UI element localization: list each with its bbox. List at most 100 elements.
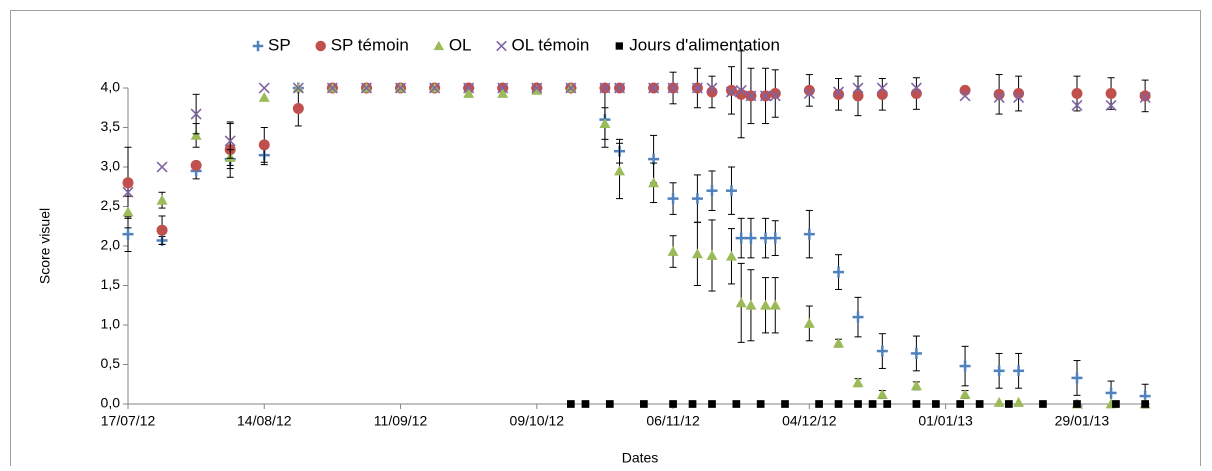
cross-marker <box>156 161 168 173</box>
marker-stroke <box>833 86 845 98</box>
triangle-marker <box>735 297 747 308</box>
marker-stroke <box>122 186 134 198</box>
cross-marker <box>1139 91 1151 103</box>
marker-shape <box>1073 400 1081 408</box>
marker-shape <box>833 88 845 100</box>
triangle-marker <box>497 88 509 98</box>
y-tick-label: 2,5 <box>101 197 121 213</box>
square-marker <box>1141 400 1149 408</box>
cross-marker <box>463 82 475 94</box>
circle-marker <box>1071 88 1083 100</box>
marker-shape <box>910 380 922 391</box>
legend-item: Jours d'alimentation <box>615 35 780 54</box>
cross-marker <box>258 82 270 94</box>
triangle-marker <box>760 299 772 310</box>
triangle-marker <box>433 40 445 51</box>
x-tick-label: 09/10/12 <box>510 413 565 429</box>
y-tick-label: 0,0 <box>101 395 121 411</box>
marker-shape <box>648 177 660 188</box>
square-marker <box>1039 400 1047 408</box>
marker-stroke <box>910 82 922 94</box>
marker-shape <box>531 84 543 95</box>
plus-marker <box>760 232 772 244</box>
cross-marker <box>1013 91 1025 103</box>
cross-marker <box>565 82 577 94</box>
marker-shape <box>732 400 741 408</box>
marker-stroke <box>691 82 703 94</box>
y-tick-label: 4,0 <box>101 79 121 95</box>
cross-marker <box>803 88 815 100</box>
marker-shape <box>691 248 703 259</box>
circle-marker <box>315 40 326 52</box>
triangle-marker <box>531 84 543 95</box>
triangle-marker <box>691 248 703 259</box>
marker-shape <box>769 88 781 100</box>
marker-stroke <box>876 82 888 94</box>
triangle-marker <box>910 380 922 391</box>
circle-marker <box>959 84 971 96</box>
plus-marker <box>691 193 703 205</box>
marker-stroke <box>360 82 372 94</box>
marker-shape <box>122 206 134 217</box>
legend-text: SP témoin <box>331 35 409 54</box>
marker-shape <box>725 250 737 261</box>
plus-marker <box>803 228 815 240</box>
marker-shape <box>667 246 679 256</box>
x-tick-label: 11/09/12 <box>374 413 428 429</box>
legend-text: Jours d'alimentation <box>629 35 780 54</box>
square-marker <box>975 400 984 408</box>
marker-shape <box>1105 88 1117 100</box>
marker-stroke <box>326 82 338 94</box>
plus-marker <box>959 360 971 372</box>
square-marker <box>567 400 575 408</box>
marker-shape <box>912 400 921 408</box>
x-tick-label: 06/11/12 <box>646 413 700 429</box>
circle-marker <box>292 103 304 115</box>
triangle-marker <box>959 389 971 399</box>
square-marker <box>854 400 862 408</box>
marker-shape <box>292 103 304 115</box>
marker-shape <box>1039 400 1047 408</box>
marker-stroke <box>993 91 1005 103</box>
marker-shape <box>756 400 765 408</box>
square-marker <box>912 400 921 408</box>
marker-shape <box>640 400 648 408</box>
marker-shape <box>1013 396 1025 407</box>
square-marker <box>615 42 623 50</box>
marker-stroke <box>1139 91 1151 103</box>
legend-item: SP <box>252 35 291 54</box>
cross-marker <box>496 40 507 52</box>
square-marker <box>669 400 677 408</box>
marker-shape <box>876 88 888 100</box>
circle-marker <box>735 88 747 100</box>
marker-shape <box>567 400 575 408</box>
cross-marker <box>876 82 888 94</box>
marker-shape <box>1112 400 1120 408</box>
square-marker <box>1073 400 1081 408</box>
square-marker <box>868 400 877 408</box>
marker-stroke <box>852 82 864 94</box>
marker-shape <box>735 88 747 100</box>
plus-marker <box>1013 365 1025 377</box>
triangle-marker <box>1013 396 1025 407</box>
marker-stroke <box>292 82 304 94</box>
marker-shape <box>876 389 888 399</box>
circle-marker <box>1013 88 1025 100</box>
plus-marker <box>745 232 757 244</box>
marker-shape <box>258 139 270 151</box>
marker-shape <box>975 400 984 408</box>
marker-stroke <box>395 82 407 94</box>
square-marker <box>605 400 614 408</box>
marker-shape <box>803 84 815 96</box>
square-marker <box>834 400 843 408</box>
marker-stroke <box>156 161 168 173</box>
cross-marker <box>959 90 971 102</box>
y-tick-label: 3,5 <box>101 118 121 134</box>
triangle-marker <box>122 206 134 217</box>
circle-marker <box>190 159 202 171</box>
legend-item: OL <box>433 35 472 54</box>
marker-shape <box>122 177 134 189</box>
cross-marker <box>745 90 757 102</box>
marker-shape <box>815 400 823 408</box>
